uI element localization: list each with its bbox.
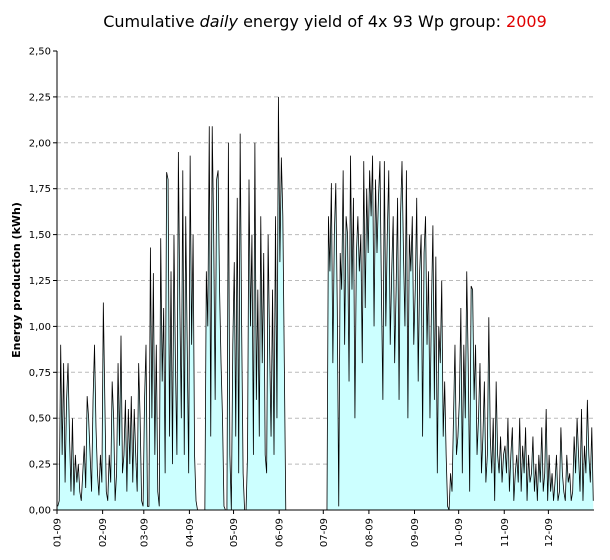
x-tick-label: 01-09 [53,518,64,547]
y-tick-label: 0,75 [29,368,51,379]
x-tick-label: 06-09 [275,518,286,547]
x-tick-label: 08-09 [364,518,375,547]
y-tick-label: 1,50 [29,230,51,241]
x-tick-label: 04-09 [185,518,196,547]
y-axis-label: Energy production (kWh) [10,202,23,358]
title-part: daily [200,12,239,31]
title-part: energy yield of 4x 93 Wp group: [243,12,501,31]
x-tick-label: 11-09 [500,518,511,547]
x-tick-label: 07-09 [319,518,330,547]
y-tick-label: 1,75 [29,184,51,195]
y-tick-label: 0,25 [29,460,51,471]
x-tick-label: 03-09 [139,518,150,547]
y-tick-label: 2,50 [29,47,51,58]
chart-title: Cumulative daily energy yield of 4x 93 W… [103,12,547,31]
y-tick-label: 2,25 [29,92,51,103]
x-tick-label: 12-09 [544,518,555,547]
title-part: Cumulative [103,12,194,31]
y-tick-label: 0,00 [29,506,51,517]
x-tick-label: 02-09 [98,518,109,547]
y-tick-label: 0,50 [29,414,51,425]
y-tick-label: 2,00 [29,138,51,149]
y-tick-label: 1,25 [29,276,51,287]
y-tick-label: 1,00 [29,322,51,333]
x-tick-label: 05-09 [229,518,240,547]
x-tick-label: 09-09 [410,518,421,547]
x-tick-label: 10-09 [454,518,465,547]
title-year: 2009 [506,12,547,31]
